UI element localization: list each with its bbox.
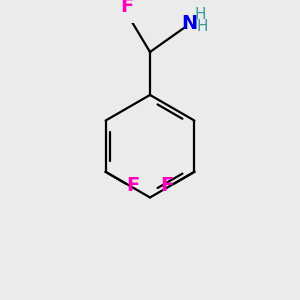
- Text: F: F: [160, 176, 173, 195]
- Text: F: F: [127, 176, 140, 195]
- Text: H: H: [196, 19, 208, 34]
- Text: F: F: [120, 0, 134, 16]
- Text: H: H: [194, 7, 206, 22]
- Text: N: N: [181, 14, 197, 33]
